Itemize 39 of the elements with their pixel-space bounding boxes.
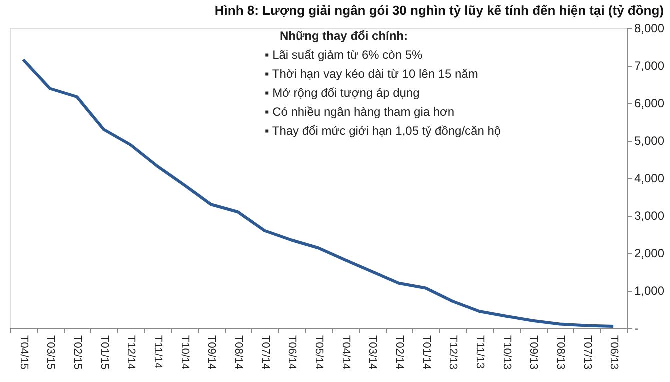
x-tick-label: T06/14 — [286, 336, 298, 370]
x-tick-label: T03/15 — [44, 336, 57, 370]
x-tick-label: T08/13 — [554, 336, 566, 370]
x-tick-label: T10/14 — [178, 336, 191, 370]
x-tick-label: T07/13 — [581, 336, 594, 370]
x-tick-label: T11/13 — [474, 336, 486, 369]
x-tick-label: T11/14 — [152, 336, 164, 369]
y-tick-label: 2,000 — [634, 246, 665, 260]
x-tick-label: T01/14 — [420, 336, 432, 370]
x-tick-label: T01/15 — [98, 336, 110, 370]
annotation: ▪ Mở rộng đối tượng áp dụng — [265, 86, 420, 100]
x-tick-label: T06/13 — [608, 336, 620, 370]
x-tick-label: T02/14 — [393, 336, 406, 370]
x-tick-label: T02/15 — [72, 336, 84, 370]
annotation: ▪ Lãi suất giảm từ 6% còn 5% — [265, 48, 424, 62]
x-tick-label: T12/14 — [125, 336, 138, 370]
x-tick-label: T07/14 — [259, 336, 272, 370]
x-tick-label: T04/15 — [18, 336, 30, 370]
y-tick-label: 6,000 — [634, 96, 665, 110]
annotation: Những thay đổi chính: — [280, 29, 408, 43]
y-tick-label: 5,000 — [634, 134, 665, 148]
x-tick-label: T04/14 — [340, 336, 352, 370]
x-tick-label: T08/14 — [232, 336, 245, 370]
x-tick-label: T03/14 — [366, 336, 379, 370]
x-tick-label: T12/13 — [447, 336, 460, 370]
x-tick-label: T09/14 — [206, 336, 218, 370]
x-tick-label: T10/13 — [500, 336, 513, 370]
annotation: ▪ Thay đổi mức giới hạn 1,05 tỷ đồng/căn hộ — [265, 124, 502, 138]
y-tick-label: - — [634, 322, 638, 336]
annotation: ▪ Thời hạn vay kéo dài từ 10 lên 15 năm — [265, 67, 478, 81]
y-tick-label: 3,000 — [634, 209, 665, 223]
annotation: ▪ Có nhiều ngân hàng tham gia hơn — [265, 105, 455, 119]
y-tick-label: 8,000 — [634, 22, 665, 36]
chart-title: Hình 8: Lượng giải ngân gói 30 nghìn tỷ lũy kế tính đến hiện tại (tỷ đồng) — [214, 3, 664, 18]
x-tick-label: T09/13 — [528, 336, 540, 370]
y-tick-label: 7,000 — [634, 59, 665, 73]
x-tick-label: T05/14 — [313, 336, 325, 370]
y-tick-label: 4,000 — [634, 172, 665, 186]
y-tick-label: 1,000 — [634, 284, 665, 298]
